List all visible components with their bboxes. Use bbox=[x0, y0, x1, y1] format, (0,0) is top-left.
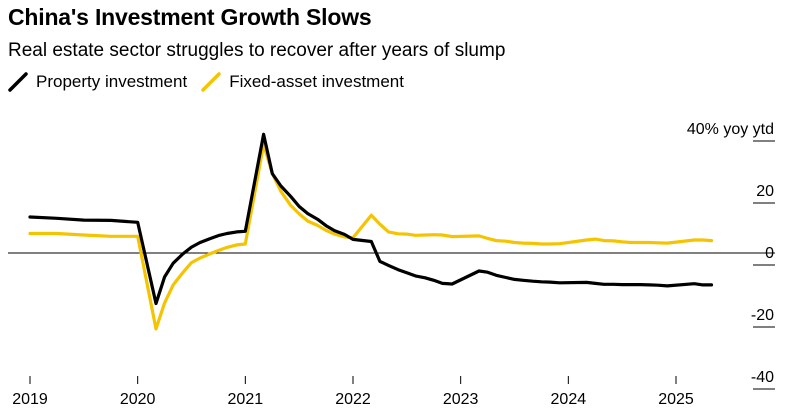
x-tick-label: 2020 bbox=[120, 391, 156, 408]
chart-subtitle: Real estate sector struggles to recover … bbox=[8, 40, 506, 61]
x-tick-label: 2025 bbox=[658, 391, 694, 408]
chart-legend: Property investment Fixed-asset investme… bbox=[8, 72, 418, 92]
x-tick-label: 2023 bbox=[443, 391, 479, 408]
x-tick-label: 2022 bbox=[335, 391, 371, 408]
y-tick-label: 40% yoy ytd bbox=[687, 121, 774, 138]
y-tick-label: -20 bbox=[751, 307, 774, 324]
legend-label-fixed-asset-investment: Fixed-asset investment bbox=[229, 72, 404, 91]
x-tick-label: 2024 bbox=[551, 391, 587, 408]
legend-item-property-investment[interactable]: Property investment bbox=[8, 72, 187, 92]
series-line-fixed-asset-investment bbox=[28, 142, 714, 331]
x-tick-label: 2019 bbox=[12, 391, 48, 408]
y-tick-label: -40 bbox=[751, 369, 774, 386]
legend-label-property-investment: Property investment bbox=[36, 72, 188, 91]
chart-title: China's Investment Growth Slows bbox=[8, 4, 372, 30]
x-tick-label: 2021 bbox=[228, 391, 264, 408]
y-tick-label: 20 bbox=[756, 183, 774, 200]
black-line-icon bbox=[8, 72, 28, 92]
legend-item-fixed-asset-investment[interactable]: Fixed-asset investment bbox=[201, 72, 404, 92]
yellow-line-icon bbox=[201, 72, 221, 92]
series-line-property-investment bbox=[28, 132, 714, 306]
y-tick-label: 0 bbox=[765, 245, 774, 262]
